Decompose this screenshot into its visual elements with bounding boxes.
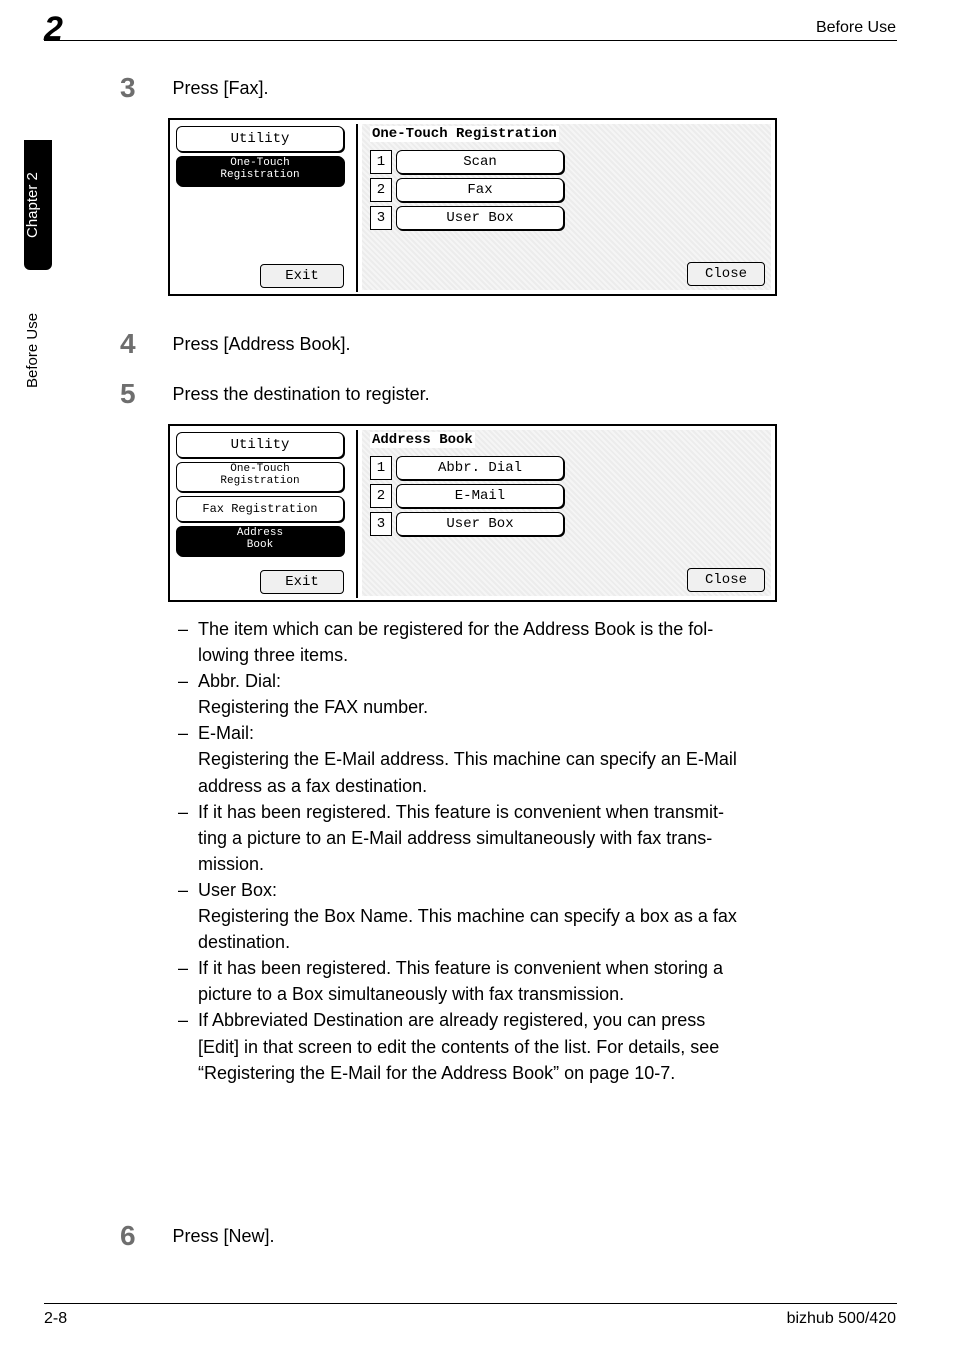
bullet-dash: –: [168, 668, 198, 694]
bullet-6-line1: If it has been registered. This feature …: [198, 958, 723, 978]
bullet-7-line2: [Edit] in that screen to edit the conten…: [198, 1037, 719, 1057]
bullet-1-line2: lowing three items.: [198, 645, 348, 665]
user-box-button[interactable]: User Box: [396, 206, 564, 230]
fax-button[interactable]: Fax: [396, 178, 564, 202]
row-num-2: 2: [370, 178, 392, 202]
side-tab-section: Before Use: [24, 270, 52, 430]
bullet-user-box-sub1: Registering the Box Name. This machine c…: [198, 906, 737, 926]
step-6-number: 6: [120, 1220, 168, 1252]
step-4-number: 4: [120, 328, 168, 360]
user-box-button-2[interactable]: User Box: [396, 512, 564, 536]
step-5-text: Press the destination to register.: [172, 378, 429, 405]
bullet-email-sub1: Registering the E-Mail address. This mac…: [198, 749, 737, 769]
step-6: 6 Press [New].: [120, 1220, 898, 1252]
exit-button-2[interactable]: Exit: [260, 570, 344, 594]
bullet-abbr-dial: Abbr. Dial:: [198, 671, 281, 691]
one-touch-registration-tab-2[interactable]: One-Touch Registration: [176, 462, 344, 492]
address-book-tab[interactable]: Address Book: [176, 526, 344, 556]
bullet-dash: –: [168, 877, 198, 903]
bullet-1-line1: The item which can be registered for the…: [198, 619, 713, 639]
bullet-dash: –: [168, 616, 198, 668]
screenshot-address-book: Utility One-Touch Registration Fax Regis…: [168, 424, 777, 602]
email-button[interactable]: E-Mail: [396, 484, 564, 508]
step-5-bullets: –The item which can be registered for th…: [168, 616, 898, 1086]
footer-model: bizhub 500/420: [787, 1310, 896, 1328]
row-num-1: 1: [370, 150, 392, 174]
screenshot1-left-pane: Utility One-Touch Registration: [176, 126, 354, 190]
step-3-text: Press [Fax].: [172, 72, 268, 99]
bullet-user-box: User Box:: [198, 880, 277, 900]
panel-title-address-book: Address Book: [370, 432, 475, 448]
bullet-user-box-sub2: destination.: [198, 932, 290, 952]
step-6-text: Press [New].: [172, 1220, 274, 1247]
close-button-2[interactable]: Close: [687, 568, 765, 592]
screenshot1-panel: One-Touch Registration 1 Scan 2 Fax 3 Us…: [362, 124, 771, 290]
side-tab-chapter: Chapter 2: [24, 140, 52, 270]
side-tab: Chapter 2 Before Use: [24, 140, 52, 430]
screenshot2-divider: [356, 430, 358, 598]
row-num-3: 3: [370, 206, 392, 230]
step-3: 3 Press [Fax]. Utility One-Touch Registr…: [120, 72, 898, 296]
step-4: 4 Press [Address Book].: [120, 328, 898, 360]
screenshot-one-touch: Utility One-Touch Registration Exit One-…: [168, 118, 777, 296]
header-rule: [44, 40, 897, 41]
step-5-number: 5: [120, 378, 168, 410]
header-title: Before Use: [816, 19, 896, 37]
scan-button[interactable]: Scan: [396, 150, 564, 174]
abbr-dial-button[interactable]: Abbr. Dial: [396, 456, 564, 480]
bullet-dash: –: [168, 720, 198, 746]
step-4-text: Press [Address Book].: [172, 328, 350, 355]
bullet-dash: –: [168, 1007, 198, 1085]
utility-tab[interactable]: Utility: [176, 126, 344, 152]
utility-tab-2[interactable]: Utility: [176, 432, 344, 458]
bullet-6-line2: picture to a Box simultaneously with fax…: [198, 984, 624, 1004]
bullet-abbr-dial-sub: Registering the FAX number.: [198, 694, 898, 720]
ab-row-num-3: 3: [370, 512, 392, 536]
bullet-4-line1: If it has been registered. This feature …: [198, 802, 724, 822]
step-5: 5 Press the destination to register. Uti…: [120, 378, 898, 1086]
fax-registration-tab[interactable]: Fax Registration: [176, 496, 344, 522]
footer-rule: [44, 1303, 897, 1304]
screenshot2-left-pane: Utility One-Touch Registration Fax Regis…: [176, 432, 354, 560]
screenshot1-divider: [356, 124, 358, 292]
panel-title-one-touch: One-Touch Registration: [370, 126, 559, 142]
bullet-7-line3: “Registering the E-Mail for the Address …: [198, 1063, 675, 1083]
bullet-4-line2: ting a picture to an E-Mail address simu…: [198, 828, 712, 848]
bullet-dash: –: [168, 799, 198, 877]
bullet-dash: –: [168, 955, 198, 1007]
ab-row-num-1: 1: [370, 456, 392, 480]
step-3-number: 3: [120, 72, 168, 104]
close-button-1[interactable]: Close: [687, 262, 765, 286]
bullet-4-line3: mission.: [198, 854, 264, 874]
exit-button[interactable]: Exit: [260, 264, 344, 288]
footer-page-number: 2-8: [44, 1310, 67, 1328]
one-touch-registration-tab[interactable]: One-Touch Registration: [176, 156, 344, 186]
bullet-7-line1: If Abbreviated Destination are already r…: [198, 1010, 705, 1030]
bullet-email-sub2: address as a fax destination.: [198, 776, 427, 796]
bullet-email: E-Mail:: [198, 723, 254, 743]
chapter-number: 2: [44, 10, 63, 49]
screenshot2-panel: Address Book 1 Abbr. Dial 2 E-Mail 3 Use…: [362, 430, 771, 596]
ab-row-num-2: 2: [370, 484, 392, 508]
